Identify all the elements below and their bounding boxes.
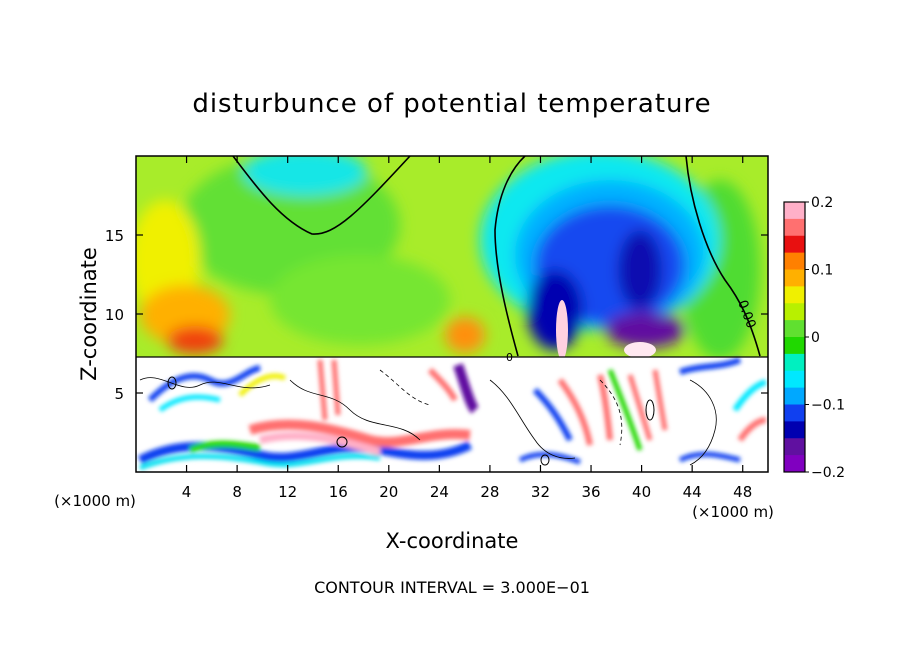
upper-field [136,156,760,360]
field-blob-cyan-top [243,156,367,196]
colorbar-tick-label: 0.2 [811,195,833,211]
lower-band-blue-4 [679,357,742,375]
field-blob-darkblue-left [527,270,583,350]
x-tick-label: 44 [683,483,702,501]
x-tick-label: 40 [632,483,651,501]
colorbar: 0.2 0.1 0 −0.1 −0.2 [783,195,845,481]
colorbar-cell [784,235,805,254]
x-axis-label: X-coordinate [386,529,519,553]
x-tick-label: 12 [278,483,297,501]
y-axis-label: Z-coordinate [77,247,101,381]
field-blob-red-left [167,326,223,354]
field-blob-purple [605,312,685,348]
colorbar-cells [784,202,805,473]
lower-band-green-2 [607,369,643,451]
colorbar-ticks: 0.2 0.1 0 −0.1 −0.2 [805,195,845,481]
colorbar-tick-label: −0.2 [811,465,845,481]
lower-band-blue-5 [678,451,741,463]
contour-loop-3 [540,454,550,466]
x-tick-label: 20 [379,483,398,501]
y-tick-label: 5 [114,385,124,403]
colorbar-cell [784,218,805,237]
x-tick-label: 4 [182,483,192,501]
lower-band-red-5 [627,369,668,441]
contour-lower-1 [139,377,271,389]
chart-title: disturbunce of potential temperature [192,89,711,119]
colorbar-tick-label: 0 [811,330,820,346]
contour-zero-top-left [232,156,411,235]
lower-field [137,357,767,471]
colorbar-cell [784,320,805,338]
colorbar-cell [784,438,805,456]
x-tick-label: 16 [329,483,348,501]
colorbar-tick-label: 0.1 [811,263,833,279]
contour-label-center: 0 [506,351,513,364]
colorbar-tick-label: −0.1 [811,398,845,414]
lower-band-cyan-1 [139,453,381,471]
colorbar-cell [784,455,805,473]
lower-band-red-6 [737,417,767,442]
x-tick-label: 36 [581,483,600,501]
contour-loop-2 [336,436,348,448]
lower-band-cyan-3 [732,379,767,412]
contour-lower-5 [599,379,623,446]
contour-lines [136,156,768,466]
contour-loop-1 [167,376,177,390]
contour-loop-4 [645,399,655,421]
colorbar-cell [784,202,805,220]
field-blob-darkblue-right [618,230,662,310]
contour-lower-4 [689,379,717,466]
y-tick-label: 15 [105,227,124,245]
lower-band-red-3 [427,367,458,402]
colorbar-cell [784,370,805,389]
colorbar-cell [784,269,805,287]
colorbar-cell [784,421,805,439]
lower-band-red-1 [248,419,471,448]
lower-band-green-1 [188,440,261,454]
x-tick-label: 8 [232,483,242,501]
field-blob-green-mid [270,255,450,345]
field-blob-orange-28 [445,317,485,353]
lower-band-blue-3 [532,387,573,442]
colorbar-cell [784,286,805,304]
lower-band-pink-1 [259,431,382,456]
lower-band-yellow-1 [238,373,286,397]
lower-band-cyan-2 [158,394,221,413]
contour-zero-far-right [685,156,761,357]
colorbar-cell [784,404,805,422]
lower-band-red-4 [557,374,613,446]
lower-band-purple-1 [453,363,480,414]
contour-lower-6 [379,369,431,406]
colorbar-cell [784,252,805,270]
colorbar-cell [784,353,805,372]
field-patch-white [624,342,656,358]
contour-zero-right [494,156,526,357]
x-unit-label-left: (×1000 m) [54,492,136,510]
lower-band-blue-6 [518,451,581,465]
x-unit-label-right: (×1000 m) [692,503,774,521]
contour-lower-2 [289,379,421,441]
tick-marks [136,156,768,472]
x-tick-label: 24 [430,483,449,501]
x-tick-label: 48 [733,483,752,501]
plot-area: 0.00 0 [136,156,768,472]
contour-interval-note: CONTOUR INTERVAL = 3.000E−01 [314,578,590,597]
x-tick-label: 28 [480,483,499,501]
x-tick-label: 32 [531,483,550,501]
colorbar-cell [784,387,805,405]
lower-band-red-2 [317,359,341,421]
colorbar-cell [784,337,805,355]
field-plume-white [556,300,568,360]
contour-lower-3 [489,379,576,459]
y-tick-label: 10 [105,306,124,324]
colorbar-cell [784,303,805,321]
